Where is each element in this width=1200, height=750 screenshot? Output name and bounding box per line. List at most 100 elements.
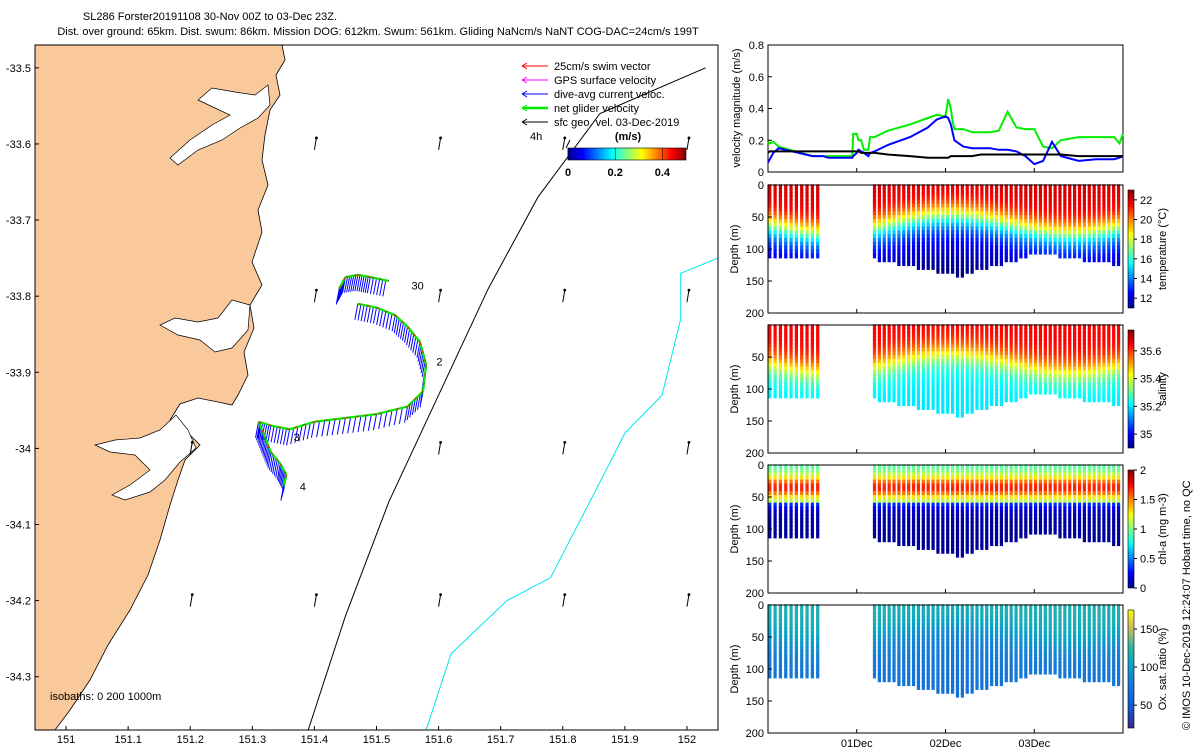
section-dot: [794, 358, 798, 364]
section-dot: [1116, 491, 1121, 497]
section-dot: [810, 355, 814, 360]
section-dot: [784, 631, 788, 637]
section-dot: [911, 211, 916, 217]
section-dot: [892, 184, 896, 190]
section-dot: [994, 351, 999, 357]
section-dot: [960, 475, 964, 481]
section-dot: [1009, 475, 1013, 481]
section-dot: [902, 257, 906, 263]
section-dot: [970, 408, 974, 414]
section-dot: [887, 673, 891, 679]
section-dot: [960, 552, 964, 558]
section-dot: [1053, 191, 1057, 197]
section-dot: [960, 362, 964, 368]
section-dot: [1097, 215, 1101, 220]
section-dot: [768, 483, 772, 489]
section-dot: [892, 328, 896, 334]
section-dot: [1014, 510, 1018, 516]
section-dot: [1073, 514, 1077, 520]
section-dot: [1107, 328, 1111, 334]
section-dot: [999, 506, 1004, 512]
section-dot: [911, 401, 916, 407]
section-dot: [999, 650, 1004, 656]
section-dot: [951, 654, 955, 660]
section-dot: [980, 207, 984, 213]
section-dot: [1009, 529, 1013, 535]
section-dot: [800, 604, 804, 610]
section-dot: [892, 646, 896, 652]
section-dot: [882, 393, 886, 399]
section-dot: [805, 347, 809, 353]
section-dot: [994, 495, 999, 500]
section-dot: [1053, 358, 1057, 364]
section-dot: [1097, 537, 1101, 543]
section-dot: [897, 615, 901, 621]
section-dot: [1063, 468, 1067, 474]
section-dot: [955, 343, 960, 349]
section-dot: [921, 650, 925, 656]
section-dot: [907, 331, 911, 337]
section-dot: [1019, 203, 1023, 209]
section-dot: [1029, 370, 1033, 376]
section-dot: [911, 611, 916, 617]
section-dot: [990, 510, 994, 516]
geo-vector: [189, 594, 193, 607]
section-dot: [1024, 188, 1028, 194]
section-dot: [810, 339, 814, 345]
dac-vector: [379, 279, 384, 296]
section-dot: [1112, 339, 1116, 345]
map-y-tick-label: -33.9: [6, 367, 31, 379]
section-dot: [897, 362, 901, 368]
section-dot: [926, 331, 930, 337]
section-dot: [911, 479, 916, 485]
section-dot: [999, 529, 1004, 535]
section-dot: [1082, 195, 1086, 201]
section-dot: [985, 211, 989, 217]
section-panel-salinity: Depth (m)501001502003535.235.435.6salini…: [729, 324, 1169, 460]
section-dot: [951, 393, 955, 399]
section-dot: [1024, 525, 1028, 531]
section-dot: [897, 328, 901, 334]
section-colorbar-label: temperature (°C): [1157, 208, 1169, 290]
section-dot: [1014, 506, 1018, 512]
section-dot: [778, 358, 783, 364]
section-dot: [1029, 487, 1033, 493]
section-dot: [789, 604, 793, 610]
section-dot: [816, 324, 820, 330]
section-dot: [1058, 211, 1062, 217]
section-dot: [1092, 328, 1096, 334]
section-dot: [946, 684, 950, 690]
track-day-label: 30: [412, 281, 424, 293]
section-dot: [921, 658, 925, 664]
section-dot: [805, 249, 809, 255]
section-dot: [1043, 518, 1047, 524]
section-dot: [810, 184, 814, 190]
section-dot: [1053, 249, 1057, 255]
section-dot: [1048, 230, 1052, 236]
section-dot: [789, 335, 793, 341]
section-dot: [1063, 253, 1067, 259]
section-dot: [1063, 502, 1067, 508]
section-dot: [931, 366, 935, 372]
section-dot: [985, 222, 989, 228]
section-dot: [1053, 218, 1057, 224]
section-dot: [946, 514, 950, 520]
dac-vector: [398, 407, 403, 424]
section-dot: [911, 646, 916, 652]
section-dot: [1063, 241, 1067, 247]
section-dot: [877, 226, 881, 232]
section-dot: [985, 381, 989, 387]
section-dot: [1029, 191, 1033, 197]
section-dot: [773, 234, 777, 240]
section-dot: [784, 514, 788, 520]
section-y-tick-label: 50: [752, 352, 764, 364]
section-dot: [778, 608, 783, 614]
section-dot: [960, 234, 964, 240]
section-dot: [784, 475, 788, 481]
section-dot: [789, 533, 793, 539]
section-dot: [936, 378, 940, 384]
section-dot: [946, 241, 950, 247]
section-dot: [892, 378, 896, 384]
section-dot: [810, 631, 814, 637]
section-dot: [955, 541, 960, 547]
